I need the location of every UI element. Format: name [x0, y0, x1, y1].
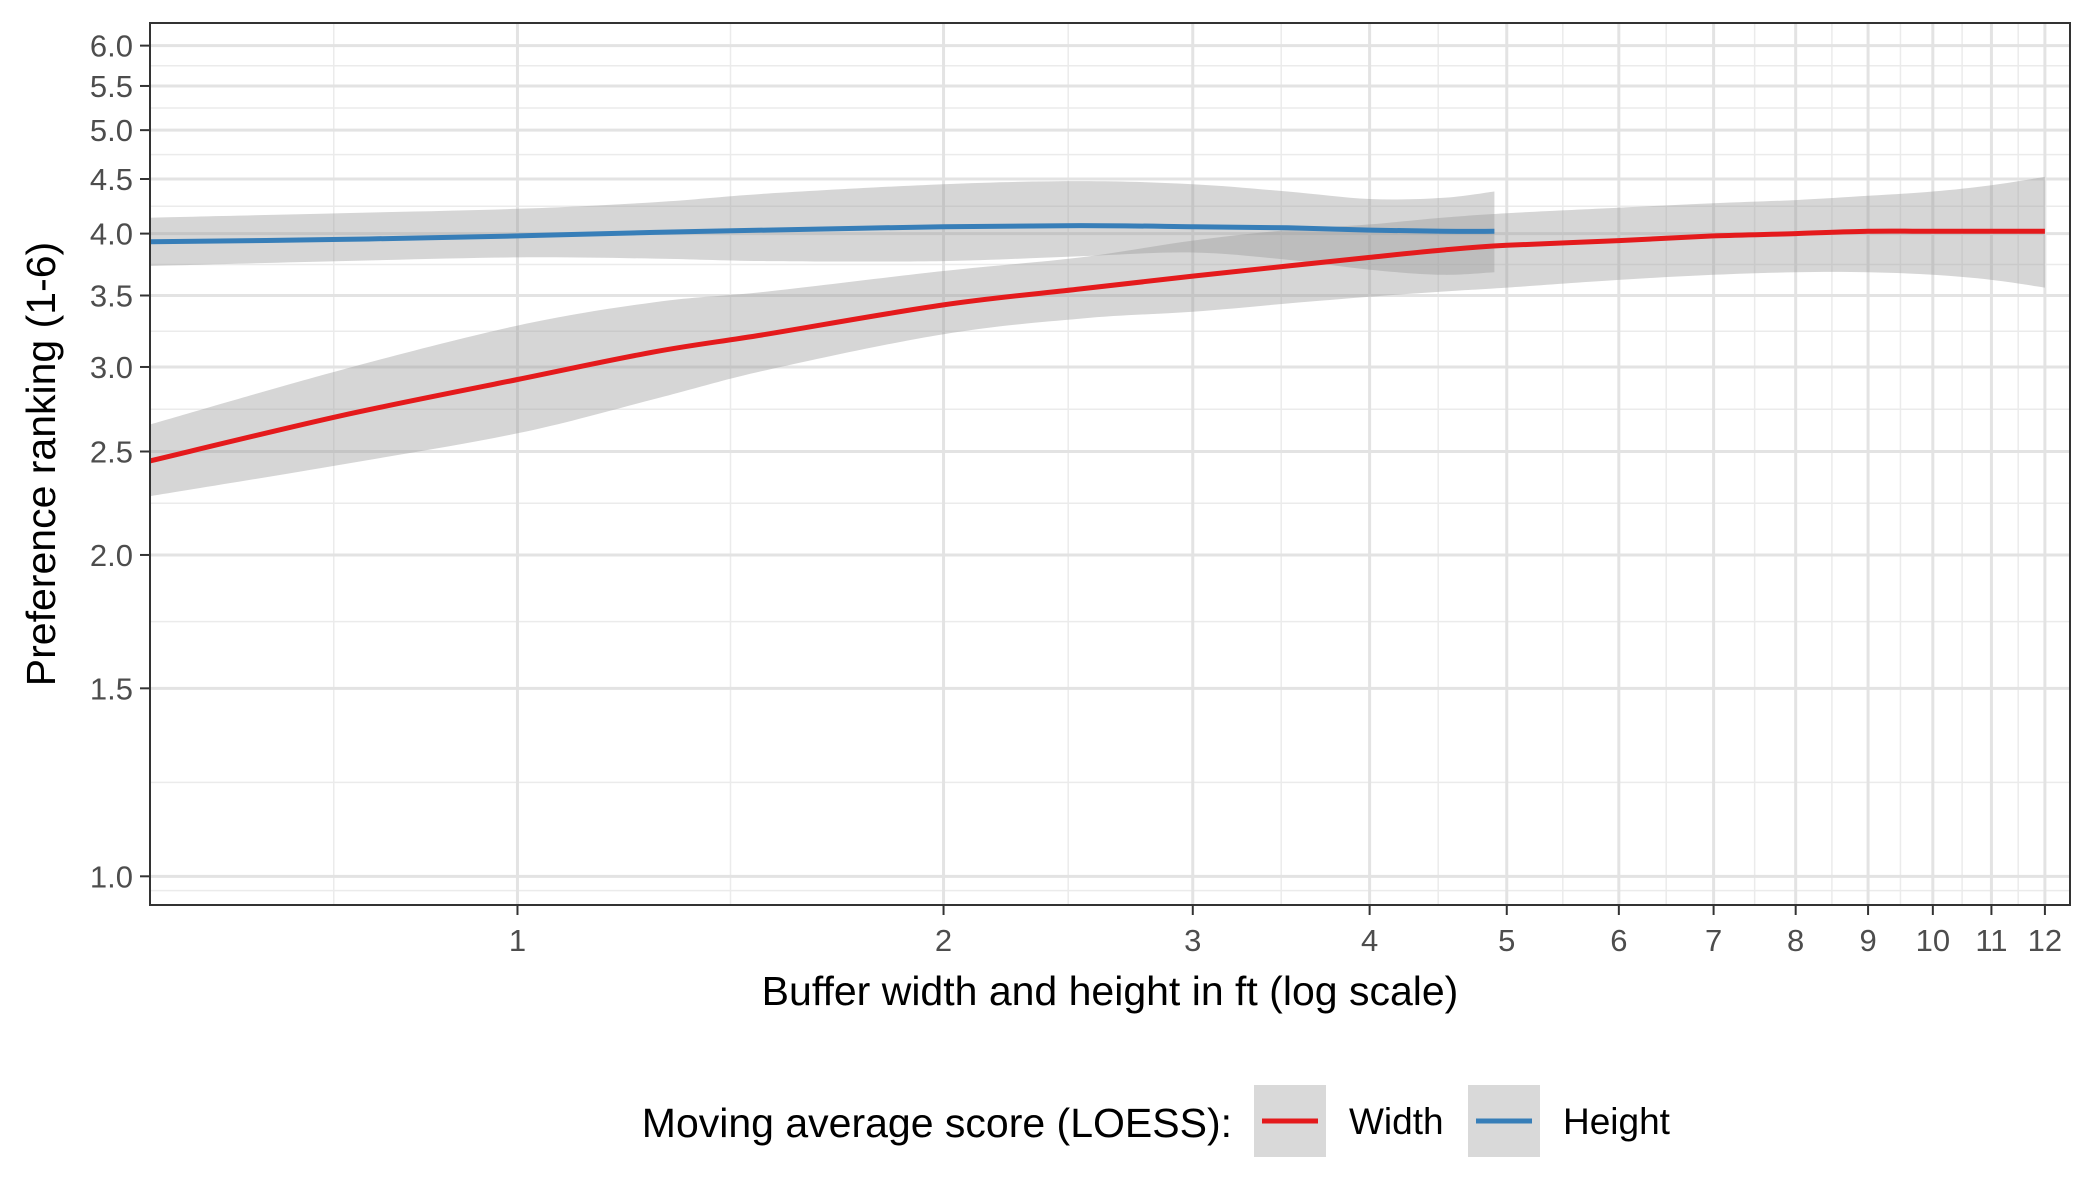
line-width — [149, 228, 2045, 464]
x-tick-label-7: 8 — [1787, 923, 1804, 958]
y-tick-label-10: 6.0 — [90, 29, 133, 64]
x-tick-label-6: 7 — [1705, 923, 1722, 958]
y-tick-label-1: 1.5 — [90, 671, 133, 706]
x-tick-label-11: 12 — [2028, 923, 2062, 958]
y-tick-label-6: 4.0 — [90, 217, 133, 252]
series-lines — [149, 223, 2045, 464]
axis-tick-labels: 1 2 3 4 5 6 7 8 9 10 11 121.01.52.02.53.03.54.04.55… — [90, 29, 2062, 958]
x-tick-label-3: 4 — [1361, 923, 1378, 958]
y-tick-label-7: 4.5 — [90, 162, 133, 197]
line-height — [149, 223, 1495, 245]
x-tick-label-4: 5 — [1498, 923, 1515, 958]
y-axis-title: Preference ranking (1-6) — [18, 242, 64, 686]
legend: Moving average score (LOESS): Width Heigh… — [642, 1085, 1671, 1157]
x-tick-label-0: 1 — [509, 923, 526, 958]
ribbon-width — [150, 176, 2045, 497]
x-tick-label-1: 2 — [935, 923, 952, 958]
minor-gridlines — [150, 23, 2070, 905]
x-tick-label-2: 3 — [1184, 923, 1201, 958]
panel-border — [149, 22, 2071, 906]
axis-ticks — [140, 44, 2046, 915]
legend-label-width: Width — [1349, 1101, 1444, 1142]
x-axis-title: Buffer width and height in ft (log scale… — [762, 968, 1459, 1014]
x-tick-label-9: 10 — [1916, 923, 1950, 958]
y-tick-label-2: 2.0 — [90, 538, 133, 573]
x-tick-label-5: 6 — [1610, 923, 1627, 958]
y-tick-label-9: 5.5 — [90, 69, 133, 104]
y-tick-label-8: 5.0 — [90, 113, 133, 148]
y-tick-label-0: 1.0 — [90, 859, 133, 894]
y-tick-label-3: 2.5 — [90, 435, 133, 470]
y-tick-label-4: 3.0 — [90, 350, 133, 385]
legend-label-height: Height — [1563, 1101, 1671, 1142]
legend-title: Moving average score (LOESS): — [642, 1100, 1232, 1146]
x-tick-label-10: 11 — [1975, 923, 2007, 958]
x-tick-label-8: 9 — [1859, 923, 1876, 958]
y-tick-label-5: 3.5 — [90, 279, 133, 314]
